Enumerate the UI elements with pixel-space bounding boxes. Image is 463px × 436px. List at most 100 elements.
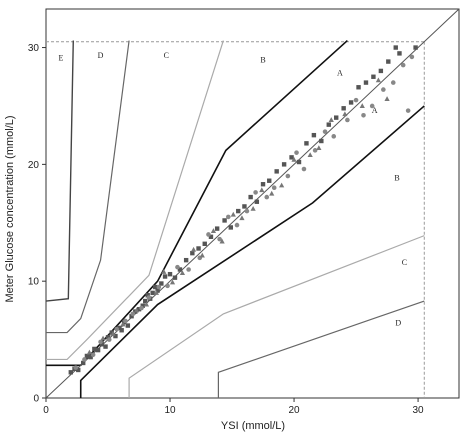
data-point-square bbox=[196, 246, 201, 251]
data-point-circle bbox=[130, 311, 136, 317]
data-point-circle bbox=[331, 134, 337, 139]
data-point-square bbox=[129, 314, 134, 319]
data-point-triangle bbox=[161, 269, 167, 274]
data-point-triangle bbox=[307, 152, 313, 158]
data-point-square bbox=[172, 275, 178, 280]
data-point-triangle bbox=[259, 187, 265, 193]
data-point-square bbox=[99, 342, 105, 347]
data-point-square bbox=[363, 80, 369, 85]
data-point-square bbox=[109, 330, 114, 335]
data-point-circle bbox=[361, 113, 366, 118]
data-point-circle bbox=[271, 185, 277, 191]
data-point-triangle bbox=[269, 190, 275, 196]
data-point-circle bbox=[400, 62, 406, 68]
data-point-square bbox=[296, 159, 302, 165]
data-point-triangle bbox=[210, 228, 217, 233]
data-point-square bbox=[242, 204, 247, 209]
data-point-square bbox=[150, 290, 155, 296]
data-point-square bbox=[143, 298, 148, 304]
zone-boundary-ab bbox=[79, 105, 425, 398]
data-point-square bbox=[378, 68, 384, 74]
data-point-square bbox=[289, 155, 294, 160]
data-point-square bbox=[356, 85, 361, 90]
data-point-square bbox=[260, 182, 266, 187]
data-point-square bbox=[190, 250, 195, 256]
data-point-square bbox=[334, 115, 339, 120]
data-point-circle bbox=[156, 284, 162, 290]
data-point-circle bbox=[82, 357, 87, 362]
data-point-triangle bbox=[250, 205, 256, 211]
data-point-triangle bbox=[375, 77, 381, 83]
data-point-circle bbox=[253, 190, 258, 195]
data-point-circle bbox=[369, 103, 375, 109]
data-point-square bbox=[319, 138, 324, 144]
data-points bbox=[68, 45, 418, 375]
data-point-circle bbox=[98, 339, 103, 345]
plot-frame bbox=[45, 8, 460, 399]
data-point-circle bbox=[301, 166, 307, 172]
data-point-square bbox=[136, 307, 142, 312]
data-point-triangle bbox=[279, 182, 285, 188]
data-point-square bbox=[81, 360, 86, 366]
zone-label: A bbox=[372, 106, 378, 115]
data-point-circle bbox=[217, 236, 222, 242]
data-point-circle bbox=[90, 352, 96, 358]
data-point-square bbox=[183, 257, 189, 263]
y-tick-label: 20 bbox=[28, 160, 40, 171]
data-point-square bbox=[162, 274, 168, 279]
y-tick-label: 30 bbox=[28, 43, 40, 54]
data-point-square bbox=[214, 226, 220, 231]
data-point-square bbox=[68, 370, 74, 375]
data-point-square bbox=[228, 225, 233, 230]
zone-label: B bbox=[260, 56, 265, 65]
zone-labels: E D C B A A B C D bbox=[58, 51, 407, 328]
data-point-triangle bbox=[153, 290, 159, 295]
data-point-triangle bbox=[133, 307, 140, 313]
data-point-square bbox=[267, 178, 272, 183]
zone-label: A bbox=[337, 69, 343, 78]
data-point-square bbox=[222, 218, 227, 223]
data-point-circle bbox=[123, 318, 128, 324]
data-point-circle bbox=[226, 214, 231, 220]
data-point-circle bbox=[409, 54, 415, 60]
data-point-square bbox=[116, 325, 122, 331]
data-point-square bbox=[304, 141, 309, 146]
data-point-square bbox=[125, 323, 131, 328]
data-point-circle bbox=[186, 267, 191, 272]
data-point-square bbox=[371, 74, 376, 79]
data-point-square bbox=[105, 335, 111, 340]
data-point-circle bbox=[353, 97, 359, 103]
data-point-square bbox=[155, 288, 160, 293]
data-point-triangle bbox=[143, 301, 150, 307]
data-point-square bbox=[145, 293, 150, 298]
data-point-circle bbox=[106, 337, 112, 342]
data-point-square bbox=[159, 281, 164, 286]
data-point-square bbox=[311, 132, 317, 138]
data-point-circle bbox=[73, 365, 79, 370]
data-point-square bbox=[113, 333, 118, 339]
data-point-circle bbox=[405, 108, 411, 113]
y-tick-label: 10 bbox=[28, 277, 40, 288]
zone-label: D bbox=[395, 319, 401, 328]
data-point-circle bbox=[294, 150, 299, 155]
data-point-triangle bbox=[120, 321, 126, 327]
data-point-circle bbox=[206, 232, 211, 237]
data-point-circle bbox=[345, 117, 350, 123]
data-point-square bbox=[103, 344, 108, 349]
identity-line bbox=[45, 8, 460, 399]
zone-boundary-bc bbox=[46, 40, 224, 361]
data-point-square bbox=[386, 59, 391, 64]
data-point-square bbox=[254, 199, 260, 204]
zone-label: B bbox=[394, 174, 399, 183]
data-point-square bbox=[152, 284, 158, 290]
data-point-triangle bbox=[169, 279, 176, 285]
data-point-square bbox=[167, 271, 173, 277]
data-point-square bbox=[208, 234, 214, 239]
data-point-triangle bbox=[219, 238, 225, 244]
data-point-square bbox=[413, 45, 418, 50]
data-point-circle bbox=[381, 87, 386, 92]
data-point-circle bbox=[244, 208, 250, 214]
data-point-square bbox=[341, 106, 346, 111]
data-point-circle bbox=[234, 222, 240, 228]
